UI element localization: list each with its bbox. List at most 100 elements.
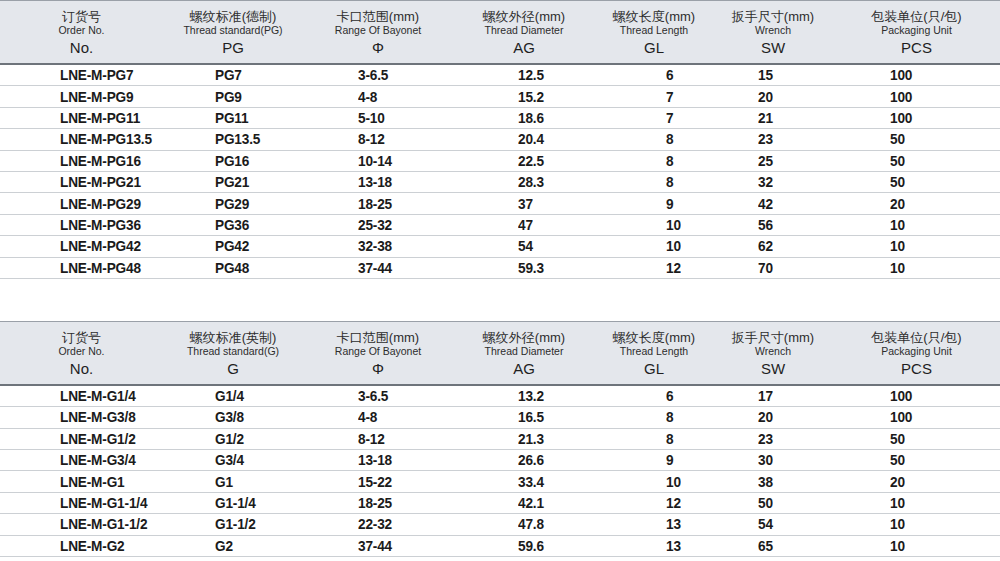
table-row: LNE-M-PG21PG2113-1828.383250 <box>0 172 1000 193</box>
table-cell: PG29 <box>163 195 303 213</box>
column-title-zh: 螺纹外径(mm) <box>453 330 595 345</box>
cell-value: 8 <box>666 130 673 148</box>
cell-value: 100 <box>890 408 912 426</box>
table-cell: G3/4 <box>163 451 303 469</box>
column-title-zh: 螺纹长度(mm) <box>595 330 713 345</box>
cell-value: 33.4 <box>518 473 544 491</box>
column-title-en: Range Of Bayonet <box>303 24 453 37</box>
cell-value: 50 <box>890 130 905 148</box>
cell-value: 12.5 <box>518 66 544 84</box>
column-header: 包装单位(只/包)Packaging UnitPCS <box>833 1 1000 63</box>
cell-value: 47 <box>518 216 533 234</box>
table-cell: 15 <box>713 66 833 84</box>
table-cell: 50 <box>833 430 1000 448</box>
column-header: 螺纹标准(英制)Thread standard(G)G <box>163 322 303 384</box>
cell-value: 7 <box>666 88 673 106</box>
table-cell: 12 <box>595 494 713 512</box>
table-cell: 17 <box>713 387 833 405</box>
cell-value: 38 <box>758 473 773 491</box>
cell-value: 4-8 <box>358 88 377 106</box>
table-row: LNE-M-PG48PG4837-4459.3127010 <box>0 258 1000 279</box>
table-cell: 10 <box>833 537 1000 555</box>
cell-value: LNE-M-PG13.5 <box>60 130 152 148</box>
table-cell: LNE-M-G2 <box>0 537 163 555</box>
cell-value: 23 <box>758 430 773 448</box>
column-title-en: Thread Length <box>595 24 713 37</box>
column-title-en: Thread Length <box>595 345 713 358</box>
table-cell: LNE-M-G3/4 <box>0 451 163 469</box>
cell-value: LNE-M-PG11 <box>60 109 140 127</box>
table-row: LNE-M-PG9PG94-815.2720100 <box>0 86 1000 107</box>
cell-value: 17 <box>758 387 773 405</box>
cell-value: LNE-M-PG36 <box>60 216 141 234</box>
table-cell: 10 <box>833 237 1000 255</box>
cell-value: PG7 <box>215 66 242 84</box>
table-cell: LNE-M-PG7 <box>0 66 163 84</box>
table-row: LNE-M-G1/4G1/43-6.513.2617100 <box>0 386 1000 407</box>
table-cell: LNE-M-PG29 <box>0 195 163 213</box>
table-cell: 15-22 <box>303 473 453 491</box>
cell-value: 30 <box>758 451 773 469</box>
table-row: LNE-M-G1-1/2G1-1/222-3247.8135410 <box>0 514 1000 535</box>
table-cell: G2 <box>163 537 303 555</box>
cell-value: 8-12 <box>358 430 385 448</box>
g-thread-spec-table: 订货号Order No.No.螺纹标准(英制)Thread standard(G… <box>0 321 1000 557</box>
table-cell: 5-10 <box>303 109 453 127</box>
table-cell: 20 <box>833 195 1000 213</box>
table-cell: 23 <box>713 130 833 148</box>
cell-value: 20 <box>890 195 905 213</box>
table-cell: 8 <box>595 430 713 448</box>
table-cell: 21.3 <box>453 430 595 448</box>
cell-value: 20 <box>890 473 905 491</box>
table-cell: LNE-M-G1/4 <box>0 387 163 405</box>
cell-value: LNE-M-PG42 <box>60 237 141 255</box>
column-title-zh: 订货号 <box>0 330 163 345</box>
table-cell: LNE-M-PG9 <box>0 88 163 106</box>
cell-value: LNE-M-PG9 <box>60 88 133 106</box>
cell-value: 10 <box>890 237 905 255</box>
cell-value: 10 <box>666 216 681 234</box>
cell-value: 8 <box>666 173 673 191</box>
cell-value: 4-8 <box>358 408 377 426</box>
cell-value: 100 <box>890 109 912 127</box>
column-title-zh: 订货号 <box>0 9 163 24</box>
cell-value: LNE-M-G3/4 <box>60 451 136 469</box>
cell-value: 70 <box>758 259 773 277</box>
cell-value: 8 <box>666 152 673 170</box>
table-cell: 6 <box>595 387 713 405</box>
table-cell: 50 <box>833 130 1000 148</box>
column-header: 订货号Order No.No. <box>0 1 163 63</box>
cell-value: LNE-M-G1/4 <box>60 387 136 405</box>
cell-value: PG48 <box>215 259 249 277</box>
table-row: LNE-M-G1/2G1/28-1221.382350 <box>0 429 1000 450</box>
table-cell: PG11 <box>163 109 303 127</box>
table-cell: LNE-M-G1/2 <box>0 430 163 448</box>
table-cell: 20 <box>713 88 833 106</box>
cell-value: 15-22 <box>358 473 392 491</box>
cell-value: 28.3 <box>518 173 544 191</box>
column-title-code: G <box>163 359 303 379</box>
cell-value: 62 <box>758 237 773 255</box>
table-cell: 10 <box>833 515 1000 533</box>
table-cell: 10 <box>833 494 1000 512</box>
table-cell: 50 <box>833 173 1000 191</box>
table-cell: PG42 <box>163 237 303 255</box>
table-cell: 30 <box>713 451 833 469</box>
column-title-zh: 螺纹标准(德制) <box>163 9 303 24</box>
table-cell: 3-6.5 <box>303 387 453 405</box>
table-cell: 7 <box>595 88 713 106</box>
table-cell: LNE-M-G1 <box>0 473 163 491</box>
table-cell: PG7 <box>163 66 303 84</box>
cell-value: 37-44 <box>358 259 392 277</box>
cell-value: PG16 <box>215 152 249 170</box>
table-cell: LNE-M-PG11 <box>0 109 163 127</box>
cell-value: 42.1 <box>518 494 544 512</box>
cell-value: 59.6 <box>518 537 544 555</box>
cell-value: 26.6 <box>518 451 544 469</box>
column-title-zh: 扳手尺寸(mm) <box>713 330 833 345</box>
cell-value: 13-18 <box>358 173 392 191</box>
cell-value: 9 <box>666 451 673 469</box>
cell-value: 50 <box>890 173 905 191</box>
cell-value: 50 <box>890 451 905 469</box>
table-row: LNE-M-G1G115-2233.4103820 <box>0 471 1000 492</box>
